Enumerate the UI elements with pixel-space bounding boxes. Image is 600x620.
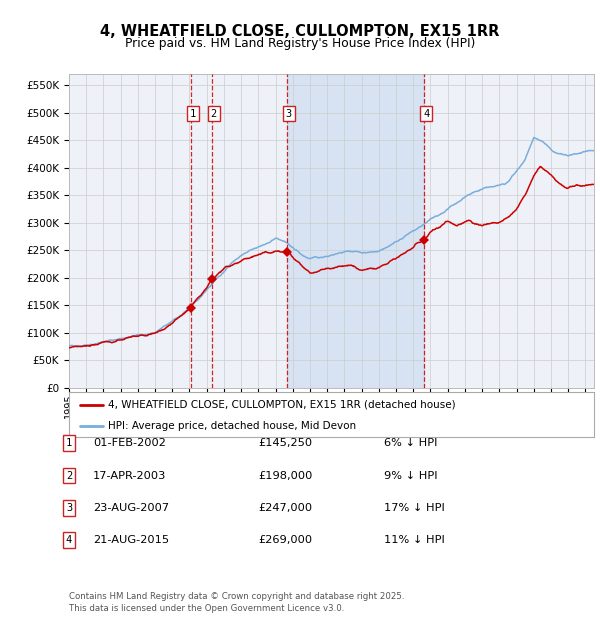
Text: 01-FEB-2002: 01-FEB-2002 — [93, 438, 166, 448]
Text: 1: 1 — [190, 108, 196, 118]
Text: HPI: Average price, detached house, Mid Devon: HPI: Average price, detached house, Mid … — [109, 421, 356, 431]
Text: 4, WHEATFIELD CLOSE, CULLOMPTON, EX15 1RR: 4, WHEATFIELD CLOSE, CULLOMPTON, EX15 1R… — [100, 24, 500, 38]
Text: 2: 2 — [211, 108, 217, 118]
Text: £198,000: £198,000 — [258, 471, 313, 480]
Text: 3: 3 — [66, 503, 72, 513]
Text: Price paid vs. HM Land Registry's House Price Index (HPI): Price paid vs. HM Land Registry's House … — [125, 37, 475, 50]
Text: 17% ↓ HPI: 17% ↓ HPI — [384, 503, 445, 513]
Text: 1: 1 — [66, 438, 72, 448]
Text: 2: 2 — [66, 471, 72, 480]
Text: £269,000: £269,000 — [258, 535, 312, 545]
Text: 11% ↓ HPI: 11% ↓ HPI — [384, 535, 445, 545]
Text: 23-AUG-2007: 23-AUG-2007 — [93, 503, 169, 513]
Text: 9% ↓ HPI: 9% ↓ HPI — [384, 471, 437, 480]
Text: 4, WHEATFIELD CLOSE, CULLOMPTON, EX15 1RR (detached house): 4, WHEATFIELD CLOSE, CULLOMPTON, EX15 1R… — [109, 400, 456, 410]
Text: 4: 4 — [66, 535, 72, 545]
Text: £247,000: £247,000 — [258, 503, 312, 513]
Text: 3: 3 — [286, 108, 292, 118]
Text: 6% ↓ HPI: 6% ↓ HPI — [384, 438, 437, 448]
Text: £145,250: £145,250 — [258, 438, 312, 448]
Text: 21-AUG-2015: 21-AUG-2015 — [93, 535, 169, 545]
Bar — [287, 74, 424, 388]
Text: Contains HM Land Registry data © Crown copyright and database right 2025.
This d: Contains HM Land Registry data © Crown c… — [69, 591, 404, 613]
Text: 4: 4 — [423, 108, 430, 118]
Text: 17-APR-2003: 17-APR-2003 — [93, 471, 166, 480]
